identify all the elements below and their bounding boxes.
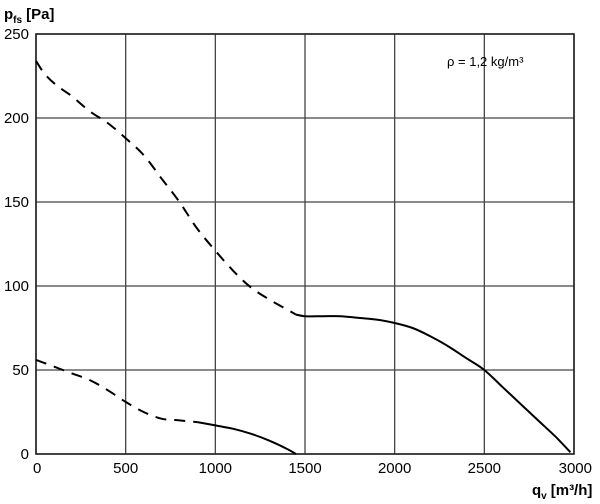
- y-tick-label: 50: [12, 362, 29, 379]
- x-tick-label: 1000: [199, 460, 232, 477]
- density-annotation: ρ = 1,2 kg/m³: [447, 54, 524, 69]
- y-tick-labels: 0 50 100 150 200 250: [4, 26, 29, 463]
- series-line-3: [197, 421, 297, 455]
- y-tick-label: 0: [21, 446, 29, 463]
- series-line-2: [35, 358, 198, 424]
- y-tick-label: 150: [4, 194, 29, 211]
- x-axis-title: qv [m³/h]: [532, 482, 592, 502]
- x-tick-label: 500: [113, 460, 138, 477]
- x-tick-label: 0: [33, 460, 41, 477]
- x-tick-label: 3000: [559, 460, 592, 477]
- x-tick-label: 2500: [468, 460, 501, 477]
- x-tick-labels: 0 500 1000 1500 2000 2500 3000: [33, 460, 592, 477]
- y-tick-label: 200: [4, 110, 29, 127]
- grid: [35, 33, 575, 455]
- plot-frame: [35, 33, 575, 455]
- y-tick-label: 250: [4, 26, 29, 43]
- series-line-0: [35, 60, 297, 316]
- y-tick-label: 100: [4, 278, 29, 295]
- x-tick-label: 2000: [378, 460, 411, 477]
- series-line-1: [295, 313, 572, 453]
- series-layer: [35, 60, 572, 455]
- x-tick-label: 1500: [288, 460, 321, 477]
- y-axis-title: pfs [Pa]: [4, 6, 54, 26]
